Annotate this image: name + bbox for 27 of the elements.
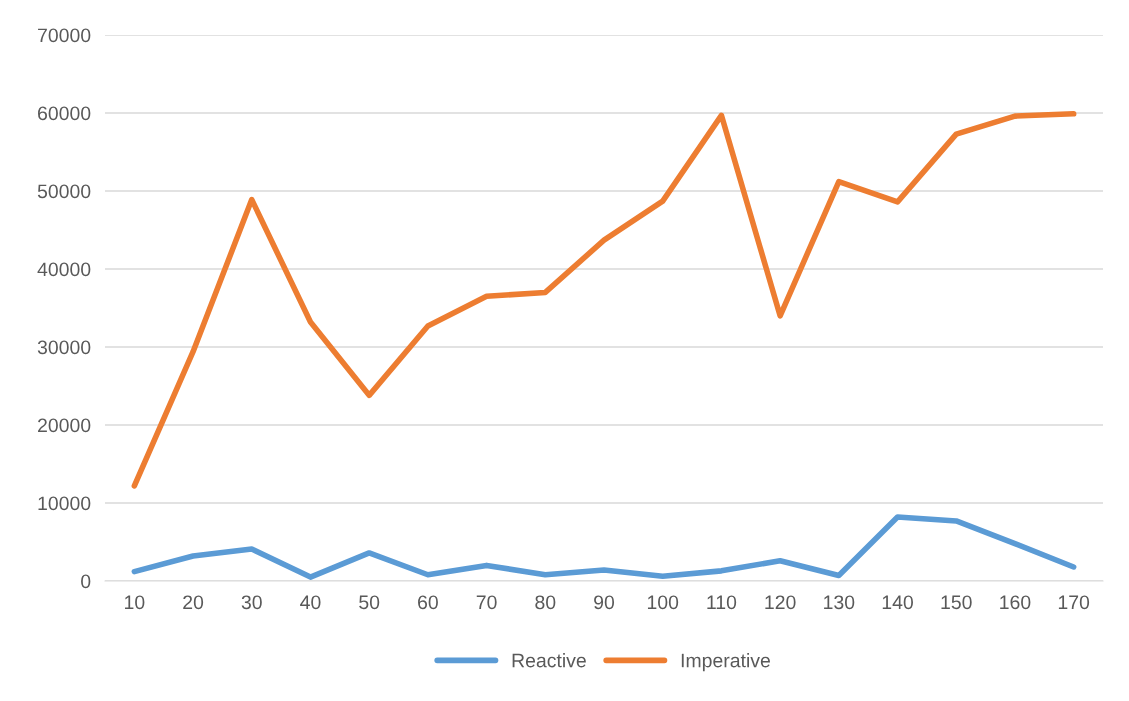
y-tick-label: 70000	[38, 28, 91, 43]
y-tick-label: 20000	[38, 418, 91, 433]
x-tick-label: 150	[941, 595, 972, 610]
x-tick-label: 100	[647, 595, 679, 610]
y-tick-label: 50000	[37, 184, 91, 199]
x-tick-label: 80	[535, 595, 556, 610]
x-tick-label: 50	[359, 595, 380, 610]
x-tick-label: 10	[125, 595, 145, 610]
x-tick-label: 110	[707, 595, 737, 610]
x-tick-label: 130	[824, 595, 855, 610]
x-tick-label: 30	[241, 595, 262, 610]
x-tick-label: 70	[476, 595, 497, 610]
x-tick-label: 170	[1058, 595, 1090, 610]
legend-label: Imperative	[681, 653, 770, 672]
x-tick-label: 20	[183, 595, 204, 610]
y-tick-label: 40000	[37, 262, 91, 277]
x-tick-label: 90	[594, 595, 615, 610]
x-tick-label: 120	[765, 595, 796, 610]
y-tick-label: 10000	[38, 496, 91, 511]
x-tick-label: 40	[300, 595, 321, 610]
x-tick-label: 60	[418, 595, 438, 610]
x-tick-label: 140	[882, 595, 913, 610]
x-tick-label: 160	[1000, 595, 1031, 610]
y-tick-label: 60000	[38, 106, 91, 121]
y-tick-label: 30000	[37, 340, 91, 355]
legend-label: Reactive	[512, 653, 586, 668]
y-tick-label: 0	[81, 574, 91, 589]
